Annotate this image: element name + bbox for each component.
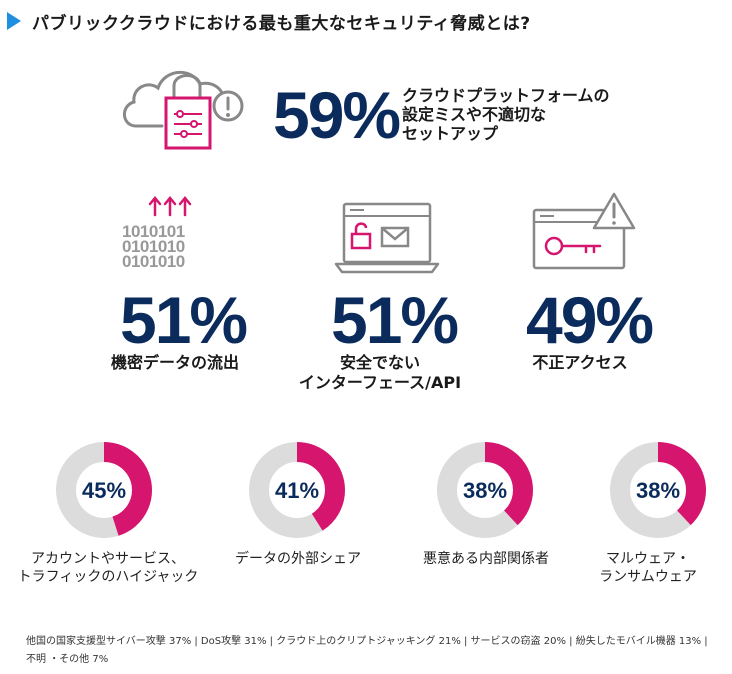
hero-label: クラウドプラットフォームの 設定ミスや不適切な セットアップ [402,86,610,144]
donut-slice-external-share [249,442,345,538]
cloud-lock-warning-icon [123,70,244,150]
donut-slice-malware [610,442,706,538]
donut-slice-insider [437,442,533,538]
donut-label-external-share: データの外部シェア [235,551,361,567]
donut-label-malware: マルウェア・ ランサムウェア [599,551,697,586]
hero-percentage: 59% [273,78,401,152]
stat-insecure-api-label: 安全でない インターフェース/API [298,353,462,392]
donut-percentage-external-share: 41% [275,478,319,503]
svg-text:0101010: 0101010 [122,237,185,256]
stat-exfiltration-label: 機密データの流出 [110,353,239,372]
stat-unauthorized-access-label: 不正アクセス [532,353,628,372]
laptop-lock-mail-icon [334,202,440,274]
title-arrow-icon [7,12,21,30]
donut-percentage-hijack: 45% [82,478,126,503]
stat-insecure-api-percentage: 51% [331,283,459,357]
page-title: パブリッククラウドにおける最も重大なセキュリティ脅威とは? [32,14,531,34]
binary-data-exfiltration-icon: 1010101 0101010 0101010 [122,196,192,271]
donut-percentage-malware: 38% [636,478,680,503]
browser-key-warning-icon [532,192,636,270]
donut-label-insider: 悪意ある内部関係者 [423,551,549,567]
svg-text:1010101: 1010101 [122,222,185,241]
donut-percentage-insider: 38% [463,478,507,503]
stat-exfiltration-percentage: 51% [120,283,248,357]
donut-charts: 45% 41% 38% 38% [56,442,706,538]
svg-text:0101010: 0101010 [122,252,185,271]
footnote: 他国の国家支援型サイバー攻撃 37% | DoS攻撃 31% | クラウド上のク… [26,636,708,665]
stat-unauthorized-access-percentage: 49% [526,283,654,357]
donut-label-hijack: アカウントやサービス、 トラフィックのハイジャック [17,551,199,586]
donut-slice-hijack [56,442,152,538]
